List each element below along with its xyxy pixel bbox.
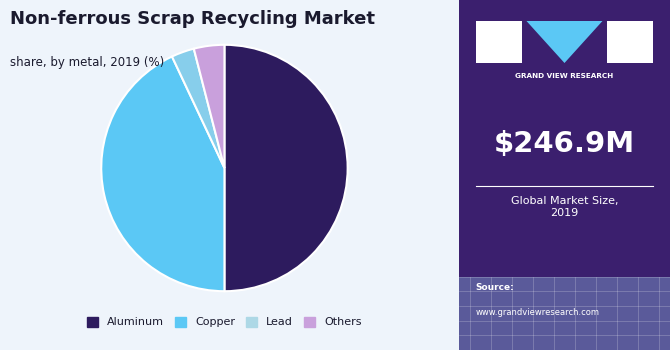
Text: GRAND VIEW RESEARCH: GRAND VIEW RESEARCH [515,74,614,79]
Wedge shape [172,49,224,168]
Wedge shape [224,45,348,291]
Wedge shape [194,45,224,168]
Bar [607,21,653,63]
Wedge shape [101,57,224,291]
Polygon shape [527,21,602,63]
Text: Source:: Source: [476,284,515,293]
Text: share, by metal, 2019 (%): share, by metal, 2019 (%) [10,56,164,69]
Bar [476,21,523,63]
Text: Global Market Size,
2019: Global Market Size, 2019 [511,196,618,218]
Text: www.grandviewresearch.com: www.grandviewresearch.com [476,308,600,317]
Legend: Aluminum, Copper, Lead, Others: Aluminum, Copper, Lead, Others [82,312,366,332]
Bar [459,276,670,350]
Text: Non-ferrous Scrap Recycling Market: Non-ferrous Scrap Recycling Market [10,10,375,28]
Text: $246.9M: $246.9M [494,130,635,158]
